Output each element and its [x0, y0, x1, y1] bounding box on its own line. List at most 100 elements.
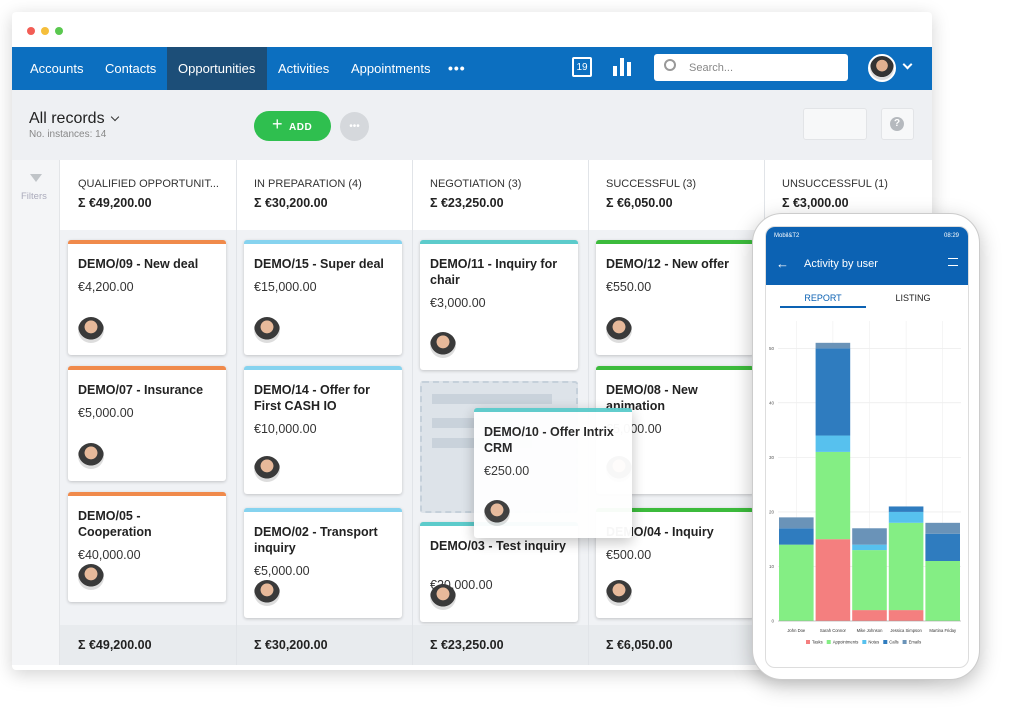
phone-chart: 0 10 20 30 40 50 John Doe Sarah Connor Mike John…: [769, 321, 961, 645]
avatar: [606, 580, 632, 606]
x-tick-label: John Doe: [787, 628, 806, 633]
chart-icon[interactable]: [613, 66, 617, 76]
bar-segment: [779, 517, 814, 529]
search-box[interactable]: [654, 54, 848, 81]
column-footer: Σ €30,200.00: [254, 638, 328, 652]
card[interactable]: DEMO/12 - New offer €550.00: [596, 240, 754, 355]
nav-item[interactable]: Contacts: [105, 61, 157, 76]
column-total: Σ €3,000.00: [782, 196, 849, 210]
avatar: [430, 584, 456, 610]
phone-filter[interactable]: [948, 258, 958, 266]
column-header: UNSUCCESSFUL (1): [782, 178, 888, 190]
nav-item[interactable]: Opportunities: [178, 61, 256, 76]
card-title: DEMO/04 - Inquiry: [606, 525, 714, 539]
card-title: DEMO/12 - New offer: [606, 257, 729, 271]
column-header: IN PREPARATION (4): [254, 178, 362, 190]
legend-swatch: [806, 640, 810, 644]
card[interactable]: DEMO/15 - Super deal €15,000.00: [244, 240, 402, 355]
chart-icon: [620, 58, 624, 76]
phone-title: Activity by user: [804, 258, 878, 270]
dragged-card[interactable]: DEMO/10 - Offer Intrix CRM €250.00: [474, 408, 632, 538]
legend-swatch: [902, 640, 907, 644]
avatar: [254, 580, 280, 606]
column-footer: Σ €23,250.00: [430, 638, 504, 652]
skeleton: [432, 418, 512, 428]
bar-segment: [852, 528, 887, 545]
bar-segment: [852, 544, 887, 551]
avatar: [78, 317, 104, 343]
card[interactable]: DEMO/07 - Insurance €5,000.00: [68, 366, 226, 481]
card[interactable]: DEMO/02 - Transport inquiry €5,000.00: [244, 508, 402, 618]
nav-item[interactable]: Accounts: [30, 61, 84, 76]
help-icon: ?: [890, 117, 904, 131]
phone-header: [766, 227, 968, 285]
x-tick-label: Martina Friday: [929, 628, 957, 633]
column-header: NEGOTIATION (3): [430, 178, 522, 190]
legend-swatch: [826, 640, 831, 644]
legend-label: Emails: [909, 640, 922, 645]
column-header: SUCCESSFUL (3): [606, 178, 697, 190]
card-title: DEMO/03 - Test inquiry: [430, 539, 566, 553]
avatar: [78, 564, 104, 590]
toolbar: [12, 90, 932, 160]
nav-active: [167, 47, 267, 93]
legend-label: Tasks: [812, 640, 823, 645]
card[interactable]: DEMO/09 - New deal €4,200.00: [68, 240, 226, 355]
avatar: [606, 317, 632, 343]
card-amount: €4,200.00: [78, 280, 134, 294]
tab[interactable]: LISTING: [895, 293, 931, 303]
window-dot: [27, 27, 35, 35]
bar-segment: [815, 435, 851, 452]
filter-icon[interactable]: [30, 174, 42, 182]
card-title: DEMO/05 - Cooperation: [78, 509, 152, 539]
card-title: DEMO/02 - Transport inquiry: [254, 525, 378, 555]
bar-segment: [888, 511, 924, 523]
bar-segment: [925, 561, 960, 621]
bar-segment: [815, 451, 851, 540]
card-title: DEMO/08 - New animation: [606, 383, 698, 413]
back-arrow[interactable]: ←: [776, 256, 789, 271]
avatar: [430, 332, 456, 358]
phone: Mobil&T2 08:29 ← Activity by user REPORT…: [752, 213, 980, 680]
card-amount: €500.00: [606, 548, 652, 562]
more-button[interactable]: •••: [340, 112, 369, 141]
avatar: [254, 317, 280, 343]
avatar: [78, 443, 104, 469]
nav-item[interactable]: Activities: [278, 61, 330, 76]
tab[interactable]: REPORT: [780, 288, 866, 308]
column-footer: Σ €6,050.00: [606, 638, 673, 652]
card-amount: €5,000.00: [254, 564, 310, 578]
column-total: Σ €49,200.00: [78, 196, 152, 210]
card-title: DEMO/07 - Insurance: [78, 383, 204, 397]
nav-item[interactable]: Appointments: [351, 61, 431, 76]
bar-segment: [779, 544, 814, 621]
more-icon[interactable]: •••: [448, 60, 466, 76]
card-amount: €3,000.00: [430, 296, 486, 310]
add-button[interactable]: [254, 111, 331, 141]
column-divider: [236, 160, 237, 665]
card[interactable]: DEMO/14 - Offer for First CASH IO €10,000…: [244, 366, 402, 494]
bar-segment: [852, 550, 887, 611]
card-amount: €250.00: [484, 464, 530, 478]
bar-segment: [779, 528, 814, 545]
bar-segment: [815, 539, 851, 621]
filters-panel: [12, 160, 60, 665]
legend-swatch: [883, 640, 888, 644]
y-tick-label: 10: [769, 564, 775, 569]
calendar-icon[interactable]: 19: [572, 57, 592, 77]
view-title[interactable]: All records: [29, 110, 105, 127]
filters-label[interactable]: Filters: [21, 191, 47, 202]
add-label[interactable]: ADD: [289, 122, 313, 133]
x-tick-label: Sarah Connor: [820, 628, 847, 633]
skeleton: [432, 394, 552, 404]
bar-segment: [815, 348, 851, 436]
column-total: Σ €30,200.00: [254, 196, 328, 210]
card[interactable]: DEMO/03 - Test inquiry €20,000.00: [420, 522, 578, 622]
card[interactable]: DEMO/11 - Inquiry for chair €3,000.00: [420, 240, 578, 370]
card[interactable]: DEMO/05 - Cooperation €40,000.00: [68, 492, 226, 602]
user-avatar[interactable]: [868, 54, 896, 82]
y-tick-label: 30: [769, 455, 775, 460]
view-toggle[interactable]: [803, 108, 867, 140]
view-subtitle: No. instances: 14: [29, 129, 107, 140]
bar-segment: [888, 506, 924, 512]
